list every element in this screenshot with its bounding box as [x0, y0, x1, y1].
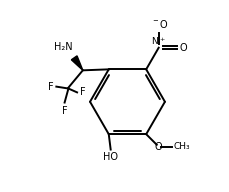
Text: HO: HO	[103, 152, 118, 162]
Text: F: F	[47, 82, 53, 92]
Text: O: O	[178, 43, 186, 53]
Text: CH₃: CH₃	[173, 142, 189, 151]
Text: N$^+$: N$^+$	[151, 35, 165, 47]
Text: O: O	[154, 142, 162, 152]
Text: H₂N: H₂N	[53, 42, 72, 52]
Text: F: F	[79, 87, 85, 97]
Text: $^-$O: $^-$O	[150, 18, 168, 30]
Text: F: F	[62, 106, 67, 116]
Polygon shape	[71, 56, 82, 70]
